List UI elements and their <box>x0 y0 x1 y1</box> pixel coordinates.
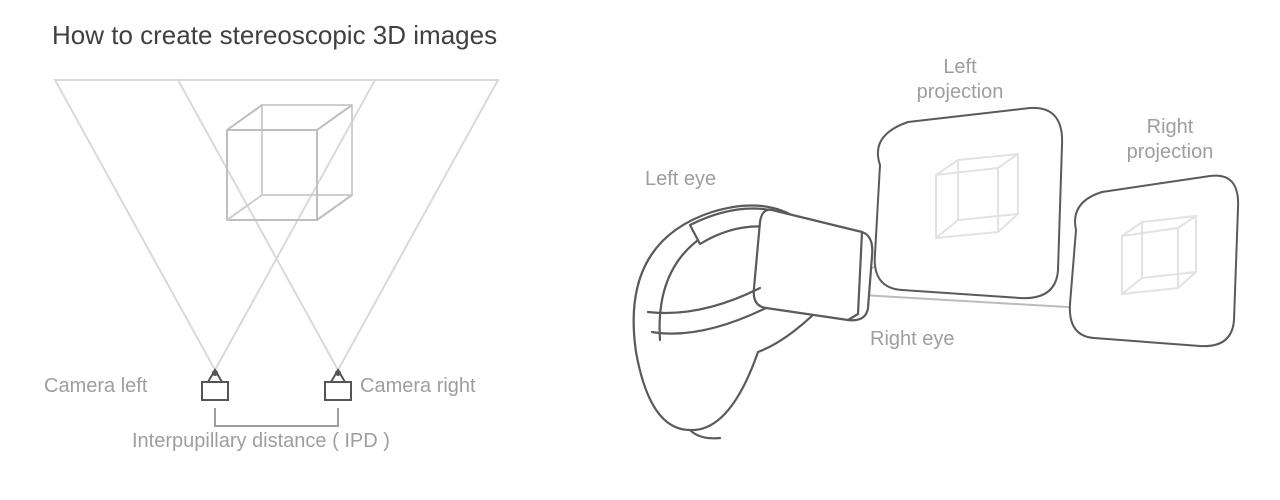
right-panel-group <box>634 108 1238 438</box>
right-projection-screen <box>1070 176 1238 347</box>
camera-left-icon <box>202 370 228 400</box>
frustum-right <box>178 80 498 370</box>
diagram-svg <box>0 0 1280 500</box>
camera-right-icon <box>325 370 351 400</box>
left-panel-group <box>55 80 498 426</box>
left-projection-screen <box>875 108 1062 298</box>
ipd-bracket <box>215 408 338 426</box>
vr-headset <box>634 205 873 438</box>
